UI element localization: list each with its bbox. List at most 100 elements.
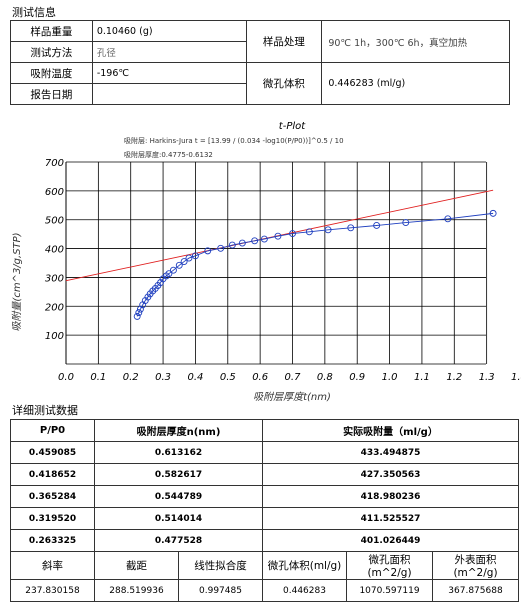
y-tick-label: 500 (45, 216, 64, 227)
t-plot-chart: t-Plot 吸附层: Harkins-Jura t = [13.99 / (0… (11, 121, 521, 403)
data-point (135, 309, 143, 317)
table-cell: 427.350563 (262, 463, 519, 486)
x-tick-label: 0.1 (90, 372, 106, 383)
y-tick-label: 100 (45, 331, 64, 342)
sample-treatment-label: 样品处理 (245, 20, 323, 63)
data-point (373, 222, 381, 229)
table-cell: 0.514014 (94, 507, 263, 530)
table-cell: 0.477528 (94, 529, 263, 552)
x-tick-label: 1.0 (382, 372, 398, 383)
x-tick-label: 1.4 (511, 372, 521, 383)
x-tick-label: 1.3 (479, 372, 495, 383)
data-point (217, 244, 225, 252)
summary-value: 367.875688 (432, 579, 519, 602)
x-tick-label: 0.2 (123, 372, 139, 383)
summary-value: 1070.597119 (346, 579, 433, 602)
data-point (133, 312, 141, 320)
test-method-value: 孔径 (91, 41, 247, 63)
sample-info-table: 样品重量 0.10460 (g) 样品处理 90℃ 1h，300℃ 6h，真空加… (10, 20, 510, 105)
data-point (251, 237, 259, 245)
table-cell: 411.525527 (262, 507, 519, 530)
micropore-volume-value: 0.446283 (ml/g) (321, 62, 510, 105)
x-tick-label: 0.5 (220, 372, 236, 383)
x-tick-label: 0.8 (317, 372, 333, 383)
x-tick-label: 1.2 (446, 372, 462, 383)
y-axis-label: 吸附量(cm^3/g,STP) (11, 232, 23, 331)
chart-annotation-equation: 吸附层: Harkins-Jura t = [13.99 / (0.034 -l… (124, 136, 344, 145)
data-point (228, 241, 236, 249)
x-tick-label: 0.6 (252, 372, 268, 383)
summary-value: 288.519936 (94, 579, 179, 602)
data-point (238, 239, 246, 247)
info-section-title: 测试信息 (12, 6, 56, 19)
detail-header-pp0: P/P0 (10, 419, 95, 442)
x-tick-label: 0.0 (58, 372, 74, 383)
data-point (489, 209, 497, 217)
report-date-value (91, 83, 247, 105)
x-tick-label: 1.1 (414, 372, 430, 383)
data-point (180, 258, 188, 266)
table-row: 0.459085 0.613162 433.494875 (10, 441, 519, 464)
x-axis-ticks: 0.0 0.1 0.2 0.3 0.4 0.5 0.6 0.7 0.8 0.9 1.0 1.1 1.2 1… (58, 372, 521, 383)
sample-treatment-value: 90℃ 1h，300℃ 6h，真空加热 (321, 20, 510, 63)
data-point (204, 247, 212, 255)
table-cell: 433.494875 (262, 441, 519, 464)
y-axis-ticks: 100 200 300 400 500 600 700 (45, 158, 64, 342)
chart-annotation-thickness: 吸附层厚度:0.4775-0.6132 (124, 150, 213, 159)
data-point (289, 230, 296, 238)
data-points-group (133, 209, 497, 320)
y-tick-label: 300 (45, 273, 64, 284)
summary-header-row: 斜率 截距 线性拟合度 微孔体积(ml/g) 微孔面积(m^2/g) 外表面积(m^2/g… (10, 551, 519, 580)
summary-value-row: 237.830158 288.519936 0.997485 0.446283 1070… (10, 579, 519, 602)
table-cell: 0.582617 (94, 463, 263, 486)
x-tick-label: 0.4 (187, 372, 203, 383)
table-row: 0.319520 0.514014 411.525527 (10, 507, 519, 530)
table-cell: 0.544789 (94, 485, 263, 508)
table-cell: 0.459085 (10, 441, 95, 464)
table-cell: 0.319520 (10, 507, 95, 530)
data-point (260, 235, 268, 243)
detail-header-adsorption: 实际吸附量（ml/g） (262, 419, 519, 442)
sample-weight-label: 样品重量 (10, 20, 93, 42)
table-cell: 0.613162 (94, 441, 263, 464)
y-tick-label: 600 (45, 187, 64, 198)
data-point (175, 261, 183, 269)
table-row: 0.418652 0.582617 427.350563 (10, 463, 519, 486)
sample-weight-value: 0.10460 (g) (91, 20, 247, 42)
chart-grid (65, 161, 488, 365)
summary-header: 外表面积(m^2/g) (432, 551, 519, 580)
data-point (402, 219, 410, 227)
table-row: 0.365284 0.544789 418.980236 (10, 485, 519, 508)
summary-value: 0.446283 (262, 579, 347, 602)
chart-title: t-Plot (279, 121, 306, 132)
x-axis-label: 吸附层厚度t(nm) (253, 391, 331, 403)
data-point (444, 215, 452, 223)
adsorption-temp-value: -196℃ (91, 62, 247, 84)
summary-header: 截距 (94, 551, 179, 580)
table-cell: 418.980236 (262, 485, 519, 508)
summary-header: 线性拟合度 (178, 551, 263, 580)
data-point (347, 224, 355, 232)
y-tick-label: 400 (45, 245, 64, 256)
data-point (136, 305, 144, 313)
summary-header: 微孔面积(m^2/g) (346, 551, 433, 580)
y-tick-label: 700 (45, 158, 64, 169)
x-tick-label: 0.7 (285, 372, 302, 383)
report-date-label: 报告日期 (10, 83, 93, 105)
table-row: 0.263325 0.477528 401.026449 (10, 529, 519, 552)
table-cell: 0.365284 (10, 485, 95, 508)
series-line (136, 212, 494, 317)
summary-value: 237.830158 (10, 579, 95, 602)
summary-value: 0.997485 (178, 579, 263, 602)
table-cell: 0.418652 (10, 463, 95, 486)
detail-data-table: P/P0 吸附层厚度n(nm) 实际吸附量（ml/g） 0.459085 0.61316… (10, 419, 519, 602)
table-cell: 401.026449 (262, 529, 519, 552)
summary-header: 斜率 (10, 551, 95, 580)
summary-header: 微孔体积(ml/g) (262, 551, 347, 580)
data-point (274, 232, 282, 240)
data-point (324, 226, 332, 234)
detail-header-thickness: 吸附层厚度n(nm) (94, 419, 263, 442)
adsorption-temp-label: 吸附温度 (10, 62, 93, 84)
test-method-label: 测试方法 (10, 41, 93, 63)
data-point (185, 254, 193, 262)
